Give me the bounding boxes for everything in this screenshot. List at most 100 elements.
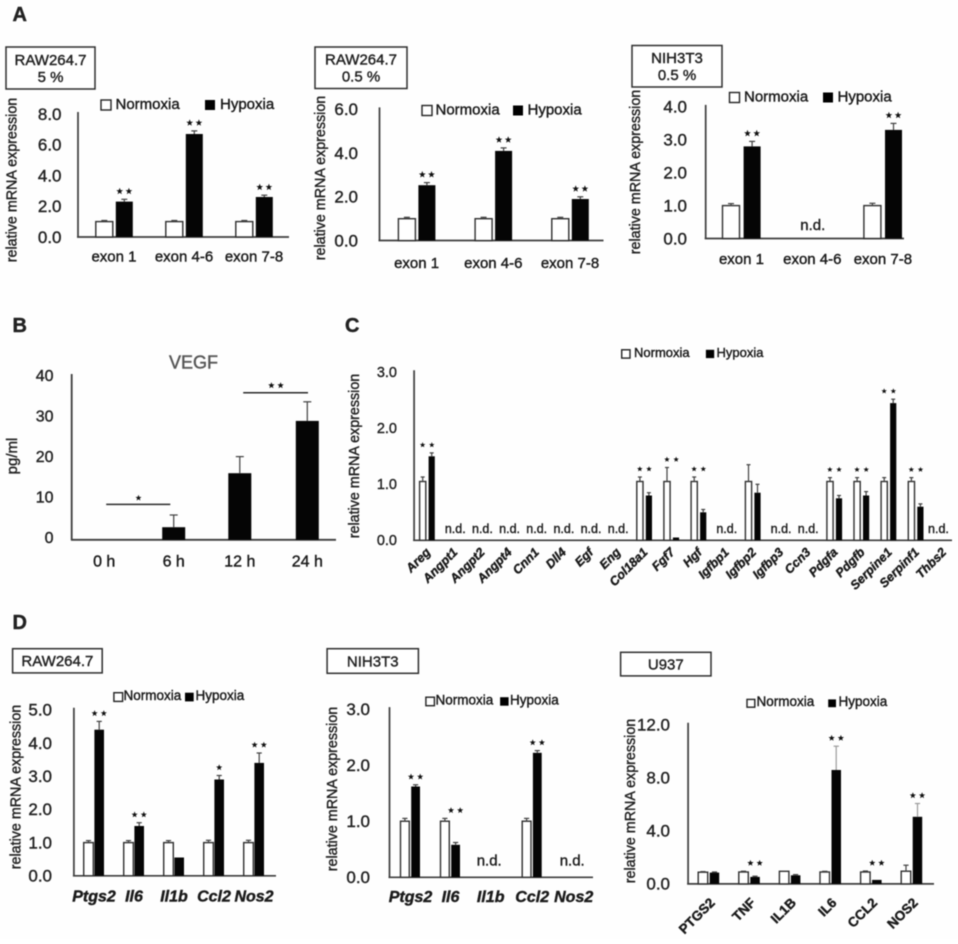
svg-text:exon 1: exon 1 <box>91 249 136 266</box>
svg-text:n.d.: n.d. <box>928 522 949 536</box>
svg-text:0 h: 0 h <box>93 554 115 571</box>
svg-text:3.0: 3.0 <box>346 700 370 719</box>
svg-text:1.0: 1.0 <box>346 812 370 831</box>
svg-text:RAW264.7: RAW264.7 <box>21 653 93 670</box>
svg-text:0.0: 0.0 <box>663 229 687 248</box>
svg-text:n.d.: n.d. <box>560 852 585 869</box>
svg-text:3.0: 3.0 <box>377 365 397 381</box>
svg-text:4.0: 4.0 <box>663 98 687 117</box>
svg-text:NIH3T3: NIH3T3 <box>651 50 703 67</box>
svg-text:10: 10 <box>36 490 54 507</box>
svg-text:relative mRNA expression: relative mRNA expression <box>347 374 363 539</box>
svg-text:6.0: 6.0 <box>334 100 358 119</box>
svg-text:n.d.: n.d. <box>477 852 502 869</box>
svg-text:Hypoxia: Hypoxia <box>839 694 888 709</box>
svg-text:n.d.: n.d. <box>608 522 629 536</box>
svg-text:40: 40 <box>36 368 54 385</box>
svg-text:B: B <box>13 315 27 337</box>
svg-text:2.0: 2.0 <box>38 197 62 216</box>
svg-text:n.d.: n.d. <box>445 522 466 536</box>
svg-text:n.d.: n.d. <box>581 522 602 536</box>
svg-text:Nos2: Nos2 <box>554 889 593 906</box>
svg-text:12.0: 12.0 <box>637 715 670 734</box>
svg-text:relative mRNA expression: relative mRNA expression <box>325 707 341 872</box>
svg-text:2.0: 2.0 <box>28 800 52 819</box>
svg-text:Hypoxia: Hypoxia <box>717 345 765 360</box>
svg-text:Normoxia: Normoxia <box>757 694 815 709</box>
svg-text:n.d.: n.d. <box>716 522 737 536</box>
svg-text:Normoxia: Normoxia <box>116 96 181 113</box>
svg-text:4.0: 4.0 <box>334 144 358 163</box>
svg-text:3.0: 3.0 <box>663 131 687 150</box>
svg-text:0.0: 0.0 <box>646 875 670 894</box>
svg-text:pg/ml: pg/ml <box>4 438 21 475</box>
svg-text:C: C <box>345 315 359 337</box>
svg-text:relative mRNA expression: relative mRNA expression <box>628 90 644 255</box>
svg-text:VEGF: VEGF <box>169 353 218 373</box>
svg-text:Hypoxia: Hypoxia <box>220 96 275 113</box>
svg-text:Il1b: Il1b <box>160 889 188 906</box>
svg-text:0.0: 0.0 <box>346 868 370 887</box>
svg-text:exon 4-6: exon 4-6 <box>464 255 522 272</box>
svg-text:Normoxia: Normoxia <box>436 693 494 708</box>
svg-text:0: 0 <box>45 530 54 547</box>
svg-text:exon 1: exon 1 <box>719 251 764 268</box>
svg-text:Ccl2: Ccl2 <box>197 889 231 906</box>
svg-text:8.0: 8.0 <box>38 105 62 124</box>
svg-text:Il1b: Il1b <box>477 889 505 906</box>
svg-text:0.5 %: 0.5 % <box>658 67 696 84</box>
svg-text:exon 7-8: exon 7-8 <box>854 251 912 268</box>
svg-text:6.0: 6.0 <box>38 136 62 155</box>
svg-text:0.5 %: 0.5 % <box>342 69 380 86</box>
svg-text:2.0: 2.0 <box>663 163 687 182</box>
svg-text:Nos2: Nos2 <box>234 889 273 906</box>
svg-text:n.d.: n.d. <box>499 522 520 536</box>
svg-text:exon 7-8: exon 7-8 <box>541 255 599 272</box>
svg-text:n.d.: n.d. <box>800 217 825 234</box>
svg-text:Hypoxia: Hypoxia <box>510 693 559 708</box>
svg-text:exon 1: exon 1 <box>394 255 439 272</box>
svg-text:0.0: 0.0 <box>38 228 62 247</box>
svg-text:5 %: 5 % <box>38 69 64 86</box>
svg-text:U937: U937 <box>648 656 684 673</box>
svg-text:exon 4-6: exon 4-6 <box>155 249 213 266</box>
svg-text:Ptgs2: Ptgs2 <box>389 889 433 906</box>
svg-text:1.0: 1.0 <box>28 833 52 852</box>
svg-text:n.d.: n.d. <box>526 522 547 536</box>
svg-text:4.0: 4.0 <box>28 734 52 753</box>
svg-text:Hypoxia: Hypoxia <box>838 88 893 105</box>
svg-text:relative mRNA expression: relative mRNA expression <box>9 705 25 870</box>
svg-text:20: 20 <box>36 449 54 466</box>
svg-text:Hypoxia: Hypoxia <box>528 101 583 118</box>
svg-text:Il6: Il6 <box>442 889 460 906</box>
svg-text:n.d.: n.d. <box>771 522 792 536</box>
svg-text:24 h: 24 h <box>292 554 323 571</box>
svg-text:8.0: 8.0 <box>646 769 670 788</box>
svg-text:n.d.: n.d. <box>472 522 493 536</box>
svg-text:Hypoxia: Hypoxia <box>196 688 245 703</box>
svg-text:30: 30 <box>36 408 54 425</box>
svg-text:Ptgs2: Ptgs2 <box>72 889 116 906</box>
svg-text:4.0: 4.0 <box>38 166 62 185</box>
svg-text:exon 7-8: exon 7-8 <box>225 249 283 266</box>
svg-text:RAW264.7: RAW264.7 <box>325 52 397 69</box>
svg-text:Ccl2: Ccl2 <box>515 889 549 906</box>
svg-text:D: D <box>13 612 27 634</box>
svg-text:relative mRNA expression: relative mRNA expression <box>623 719 639 884</box>
svg-text:5.0: 5.0 <box>28 701 52 720</box>
svg-text:2.0: 2.0 <box>334 188 358 207</box>
svg-text:6 h: 6 h <box>163 554 185 571</box>
svg-text:Il6: Il6 <box>125 889 143 906</box>
svg-text:12 h: 12 h <box>224 554 255 571</box>
svg-text:n.d.: n.d. <box>798 522 819 536</box>
svg-text:relative mRNA expression: relative mRNA expression <box>313 96 329 261</box>
svg-text:1.0: 1.0 <box>663 196 687 215</box>
svg-text:Normoxia: Normoxia <box>634 345 690 360</box>
svg-text:A: A <box>13 4 27 26</box>
svg-text:2.0: 2.0 <box>377 421 397 437</box>
svg-text:Normoxia: Normoxia <box>744 88 809 105</box>
svg-text:2.0: 2.0 <box>346 756 370 775</box>
svg-text:0.0: 0.0 <box>334 231 358 250</box>
svg-text:4.0: 4.0 <box>646 822 670 841</box>
svg-text:3.0: 3.0 <box>28 767 52 786</box>
